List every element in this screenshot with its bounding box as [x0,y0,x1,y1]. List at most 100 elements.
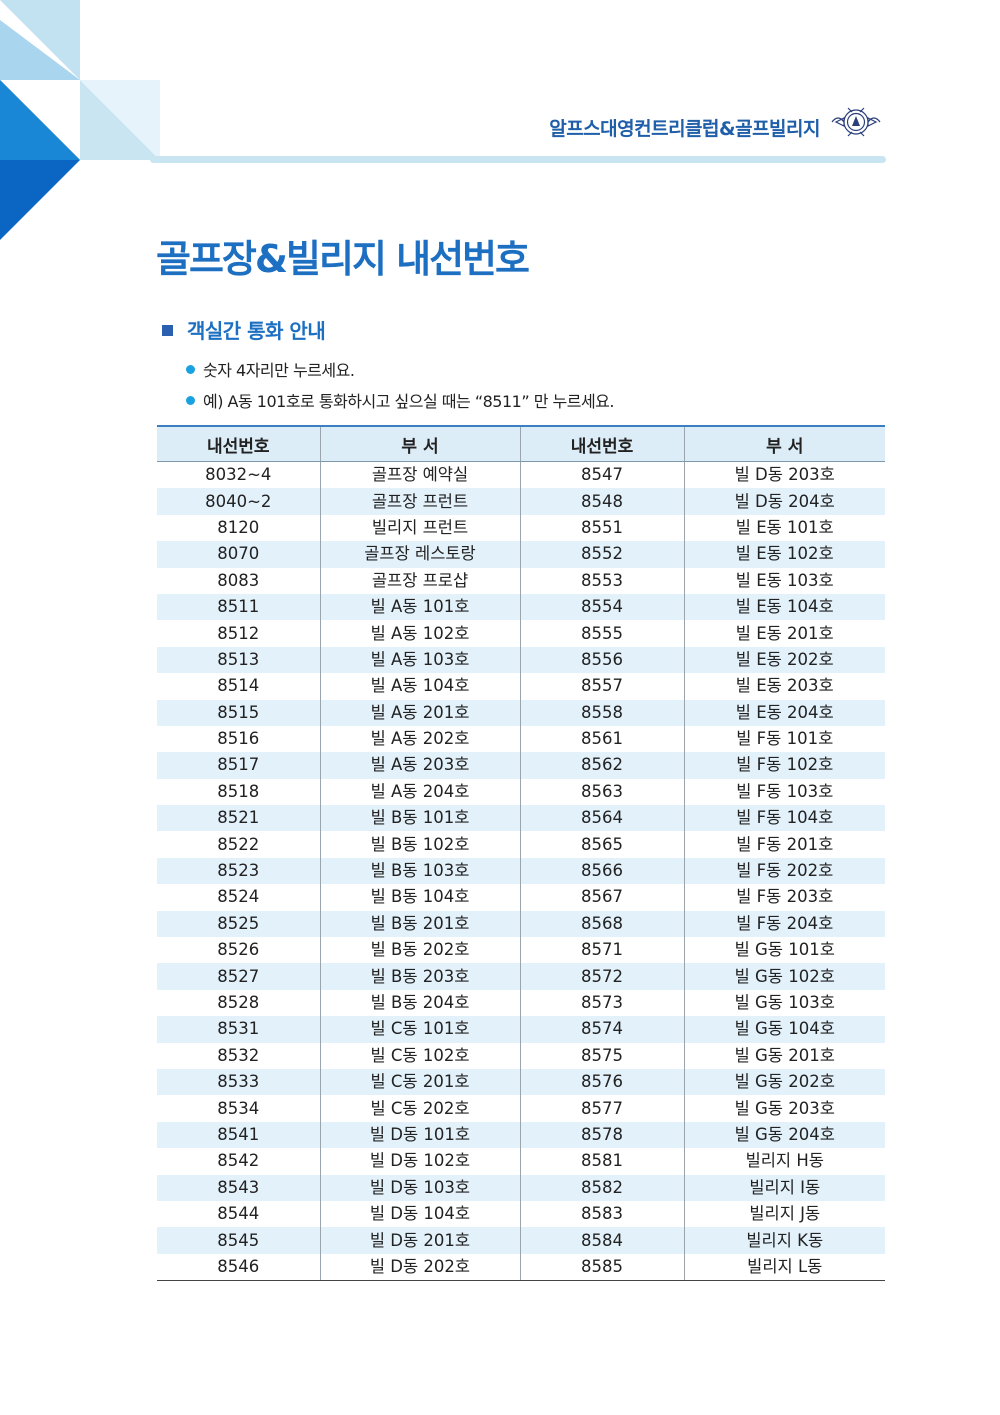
cell-department: 빌 B동 104호 [319,884,520,911]
cell-extension: 8511 [157,593,320,621]
table-row: 8517 빌 A동 203호 8562 빌 F동 102호 [157,752,885,779]
cell-extension: 8544 [217,1204,260,1224]
table-row: 8527 빌 B동 203호 8572 빌 G동 102호 [157,963,885,990]
cell-extension: 8583 [519,1200,684,1228]
cell-department: 골프장 레스토랑 [319,541,520,568]
cell-extension: 8574 [519,1016,684,1043]
table-row: 8521 빌 B동 101호 8564 빌 F동 104호 [157,805,885,832]
guide-text: 숫자 4자리만 누르세요. [203,361,355,380]
cell-department: 빌 A동 104호 [319,673,520,700]
cell-department: 빌 F동 203호 [683,884,885,911]
table-row: 8533 빌 C동 201호 8576 빌 G동 202호 [157,1068,885,1096]
cell-extension: 8525 [157,910,320,938]
cell-department: 빌 E동 204호 [683,699,885,726]
cell-department: 빌 G동 101호 [683,937,885,964]
table-row: 8545 빌 D동 201호 8584 빌리지 K동 [157,1227,885,1254]
corner-decoration [0,0,160,240]
cell-department: 빌 D동 201호 [319,1227,520,1254]
table-row: 8526 빌 B동 202호 8571 빌 G동 101호 [157,937,885,964]
cell-department: 빌리지 프런트 [319,514,520,542]
cell-department: 빌 B동 202호 [319,937,520,964]
table-row: 8544 빌 D동 104호 8583 빌리지 J동 [157,1200,885,1228]
square-bullet-icon [162,325,173,336]
cell-extension: 8528 [217,993,260,1012]
cell-extension: 8541 [157,1121,320,1149]
cell-extension: 8578 [519,1121,684,1149]
cell-extension: 8032~4 [205,465,272,485]
cell-extension: 8513 [157,646,320,674]
table-row: 8511 빌 A동 101호 8554 빌 E동 104호 [157,593,885,621]
cell-department: 빌 B동 203호 [319,963,520,990]
guide-text: 예) A동 101호로 통화하시고 싶으실 때는 “8511” 만 누르세요. [203,392,614,411]
cell-extension: 8558 [519,699,684,726]
page-title: 골프장&빌리지 내선번호 [156,237,530,281]
table-row: 8120 빌리지 프런트 8551 빌 E동 101호 [157,514,885,542]
cell-extension: 8545 [157,1227,320,1254]
cell-extension: 8527 [157,963,320,990]
cell-extension: 8565 [519,831,684,858]
cell-department: 빌 G동 104호 [683,1016,885,1043]
table-row: 8516 빌 A동 202호 8561 빌 F동 101호 [157,725,885,753]
cell-extension: 8542 [217,1151,260,1171]
table-row: 8522 빌 B동 102호 8565 빌 F동 201호 [157,831,885,858]
table-row: 8528 빌 B동 204호 8573 빌 G동 103호 [157,989,885,1017]
header-rule [150,156,886,163]
cell-department: 빌 E동 203호 [683,673,885,700]
section-heading-text: 객실간 통화 안내 [187,319,326,343]
cell-department: 빌 A동 201호 [319,699,520,726]
cell-department: 빌 D동 102호 [319,1148,520,1175]
cell-department: 빌 F동 104호 [683,805,885,832]
cell-extension: 8534 [217,1098,260,1118]
cell-department: 빌 D동 204호 [683,488,885,515]
guide-item: 예) A동 101호로 통화하시고 싶으실 때는 “8511” 만 누르세요. [186,388,614,412]
cell-extension: 8572 [519,963,684,990]
cell-extension: 8567 [519,884,684,911]
cell-department: 빌 E동 102호 [683,541,885,568]
cell-extension: 8566 [519,857,684,885]
cell-department: 빌 F동 201호 [683,831,885,858]
cell-department: 빌리지 I동 [683,1174,885,1201]
cell-extension: 8516 [217,729,260,749]
cell-department: 빌 A동 101호 [319,593,520,621]
table-row: 8524 빌 B동 104호 8567 빌 F동 203호 [157,884,885,911]
cell-department: 빌 G동 201호 [683,1042,885,1069]
cell-extension: 8524 [217,887,260,907]
table-row: 8531 빌 C동 101호 8574 빌 G동 104호 [157,1016,885,1043]
cell-department: 빌 B동 102호 [319,831,520,858]
cell-department: 빌 B동 101호 [319,805,520,832]
table-row: 8518 빌 A동 204호 8563 빌 F동 103호 [157,778,885,806]
table-row: 8534 빌 C동 202호 8577 빌 G동 203호 [157,1095,885,1122]
header-department: 부 서 [683,425,885,462]
cell-department: 빌 F동 204호 [683,910,885,938]
cell-department: 빌 C동 101호 [319,1016,520,1043]
cell-department: 빌리지 J동 [683,1200,885,1228]
cell-department: 빌 B동 204호 [319,989,520,1017]
cell-extension: 8532 [217,1045,260,1065]
table-row: 8070 골프장 레스토랑 8552 빌 E동 102호 [157,541,885,568]
header-extension: 내선번호 [157,425,320,462]
cell-extension: 8546 [157,1253,320,1282]
table-row: 8083 골프장 프로샵 8553 빌 E동 103호 [157,567,885,594]
cell-extension: 8533 [157,1068,320,1096]
cell-extension: 8575 [519,1042,684,1069]
cell-department: 빌 E동 104호 [683,593,885,621]
guide-item: 숫자 4자리만 누르세요. [186,357,355,381]
cell-extension: 8547 [519,461,684,489]
cell-extension: 8523 [157,857,320,885]
cell-extension: 8573 [519,989,684,1017]
cell-department: 빌리지 K동 [683,1227,885,1254]
cell-department: 빌 B동 201호 [319,910,520,938]
cell-extension: 8554 [519,593,684,621]
cell-department: 빌 D동 202호 [319,1253,520,1282]
brand-name: 알프스대영컨트리클럽&골프빌리지 [549,118,820,140]
cell-department: 빌리지 L동 [683,1253,885,1282]
cell-department: 빌 G동 202호 [683,1068,885,1096]
cell-department: 빌 A동 103호 [319,646,520,674]
cell-extension: 8555 [519,620,684,647]
cell-extension: 8561 [519,725,684,753]
cell-extension: 8552 [519,541,684,568]
cell-extension: 8564 [519,805,684,832]
cell-department: 빌 F동 101호 [683,725,885,753]
table-row: 8543 빌 D동 103호 8582 빌리지 I동 [157,1174,885,1201]
cell-extension: 8585 [519,1253,684,1282]
